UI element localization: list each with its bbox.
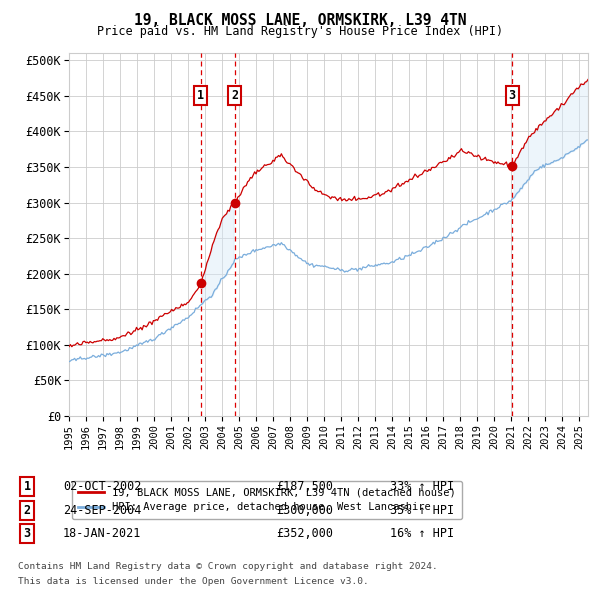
Text: 16% ↑ HPI: 16% ↑ HPI xyxy=(390,527,454,540)
Text: 1: 1 xyxy=(23,480,31,493)
Text: 24-SEP-2004: 24-SEP-2004 xyxy=(63,504,142,517)
Legend: 19, BLACK MOSS LANE, ORMSKIRK, L39 4TN (detached house), HPI: Average price, det: 19, BLACK MOSS LANE, ORMSKIRK, L39 4TN (… xyxy=(71,481,462,519)
Text: £352,000: £352,000 xyxy=(276,527,333,540)
Text: 3: 3 xyxy=(23,527,31,540)
Text: 2: 2 xyxy=(231,89,238,102)
Text: £300,000: £300,000 xyxy=(276,504,333,517)
Text: 19, BLACK MOSS LANE, ORMSKIRK, L39 4TN: 19, BLACK MOSS LANE, ORMSKIRK, L39 4TN xyxy=(134,13,466,28)
Text: 2: 2 xyxy=(23,504,31,517)
Text: Price paid vs. HM Land Registry's House Price Index (HPI): Price paid vs. HM Land Registry's House … xyxy=(97,25,503,38)
Text: Contains HM Land Registry data © Crown copyright and database right 2024.: Contains HM Land Registry data © Crown c… xyxy=(18,562,438,571)
Text: 02-OCT-2002: 02-OCT-2002 xyxy=(63,480,142,493)
Text: £187,500: £187,500 xyxy=(276,480,333,493)
Text: 3: 3 xyxy=(509,89,516,102)
Text: 1: 1 xyxy=(197,89,205,102)
Text: 33% ↑ HPI: 33% ↑ HPI xyxy=(390,480,454,493)
Text: This data is licensed under the Open Government Licence v3.0.: This data is licensed under the Open Gov… xyxy=(18,577,369,586)
Text: 35% ↑ HPI: 35% ↑ HPI xyxy=(390,504,454,517)
Text: 18-JAN-2021: 18-JAN-2021 xyxy=(63,527,142,540)
